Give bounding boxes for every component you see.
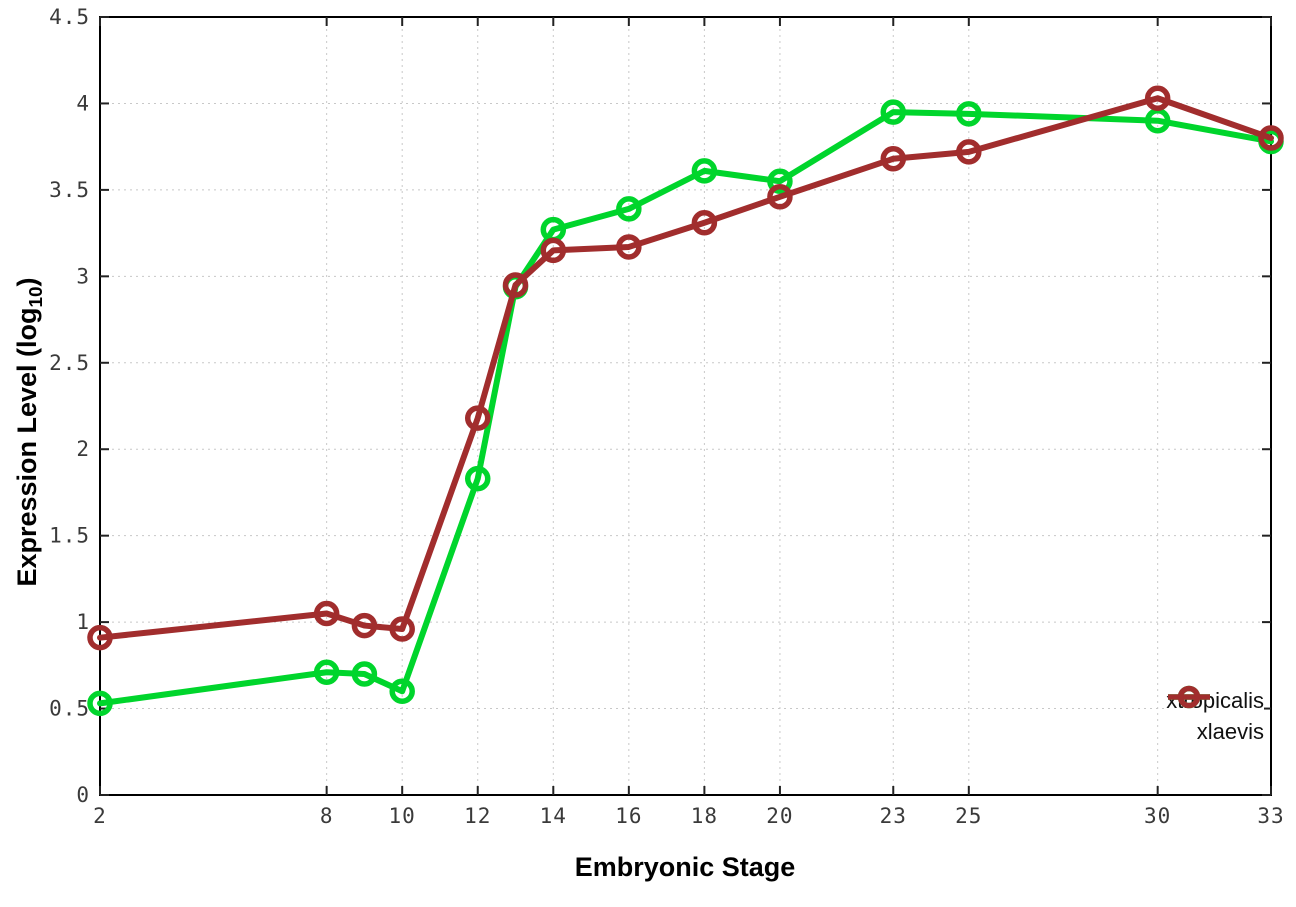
x-axis-title: Embryonic Stage [574,852,796,882]
series-xlaevis [87,85,1284,651]
grid-lines [100,17,1271,795]
data-point-xlaevis [956,139,982,165]
svg-text:10: 10 [389,804,416,828]
svg-text:2: 2 [76,437,90,461]
data-point-xlaevis [616,234,642,260]
data-point-xtropicalis [691,158,718,184]
svg-text:2: 2 [93,804,107,828]
data-point-xtropicalis [389,678,415,705]
svg-text:3: 3 [76,264,90,288]
data-point-xtropicalis [956,101,982,127]
data-point-xlaevis [502,272,529,298]
series-line-xtropicalis [97,109,1274,707]
y-axis-title: Expression Level (log10) [12,277,48,586]
data-point-xtropicalis [351,661,378,687]
data-point-xtropicalis [616,196,642,222]
svg-text:18: 18 [691,804,718,828]
svg-text:0: 0 [76,783,90,807]
svg-text:4: 4 [76,91,90,115]
y-axis-title-suffix: ) [11,277,42,287]
legend-entry-xlaevis: xlaevis [1166,685,1264,746]
data-point-xlaevis [351,612,378,639]
svg-text:3.5: 3.5 [49,178,90,202]
plot-border [99,16,1272,796]
data-point-xlaevis [464,405,491,431]
svg-text:1.5: 1.5 [49,524,90,548]
data-point-xlaevis [87,624,113,651]
svg-text:4.5: 4.5 [49,5,90,29]
svg-text:25: 25 [955,804,982,828]
svg-text:12: 12 [464,804,491,828]
data-point-xlaevis [691,209,718,236]
svg-text:23: 23 [880,804,907,828]
series-xtropicalis [87,99,1284,717]
y-axis-title-subscript: 10 [26,286,48,308]
x-axis-tick-labels: 2 8 10 12 14 16 18 20 23 25 30 33 [93,804,1284,828]
svg-text:33: 33 [1257,804,1284,828]
data-point-xtropicalis [880,99,907,125]
legend-label-xlaevis: xlaevis [1196,718,1264,744]
svg-text:8: 8 [320,804,334,828]
data-point-xlaevis [313,600,340,627]
y-axis-title-text: Expression Level (log [11,307,42,587]
tick-marks [99,16,1272,796]
svg-text:14: 14 [540,804,567,828]
y-axis-tick-labels: 0 0.5 1 1.5 2 2.5 3 3.5 4 4.5 [49,5,90,807]
legend: xtropicalis xlaevis [1166,684,1264,748]
data-point-xtropicalis [313,659,340,685]
legend-line-sample-xlaevis [1168,685,1211,709]
svg-text:0.5: 0.5 [49,697,90,721]
data-point-xtropicalis [464,465,491,492]
data-point-xtropicalis [87,690,113,717]
data-point-xtropicalis [767,168,793,194]
data-point-xlaevis [540,237,567,264]
data-point-xlaevis [1258,125,1284,151]
data-point-xlaevis [767,184,793,210]
data-point-xlaevis [1144,85,1171,112]
svg-text:1: 1 [76,610,90,634]
data-point-xlaevis [880,146,907,172]
svg-text:2.5: 2.5 [49,351,90,375]
data-point-xlaevis [389,616,415,642]
svg-text:20: 20 [766,804,793,828]
svg-text:30: 30 [1144,804,1171,828]
svg-text:16: 16 [615,804,642,828]
